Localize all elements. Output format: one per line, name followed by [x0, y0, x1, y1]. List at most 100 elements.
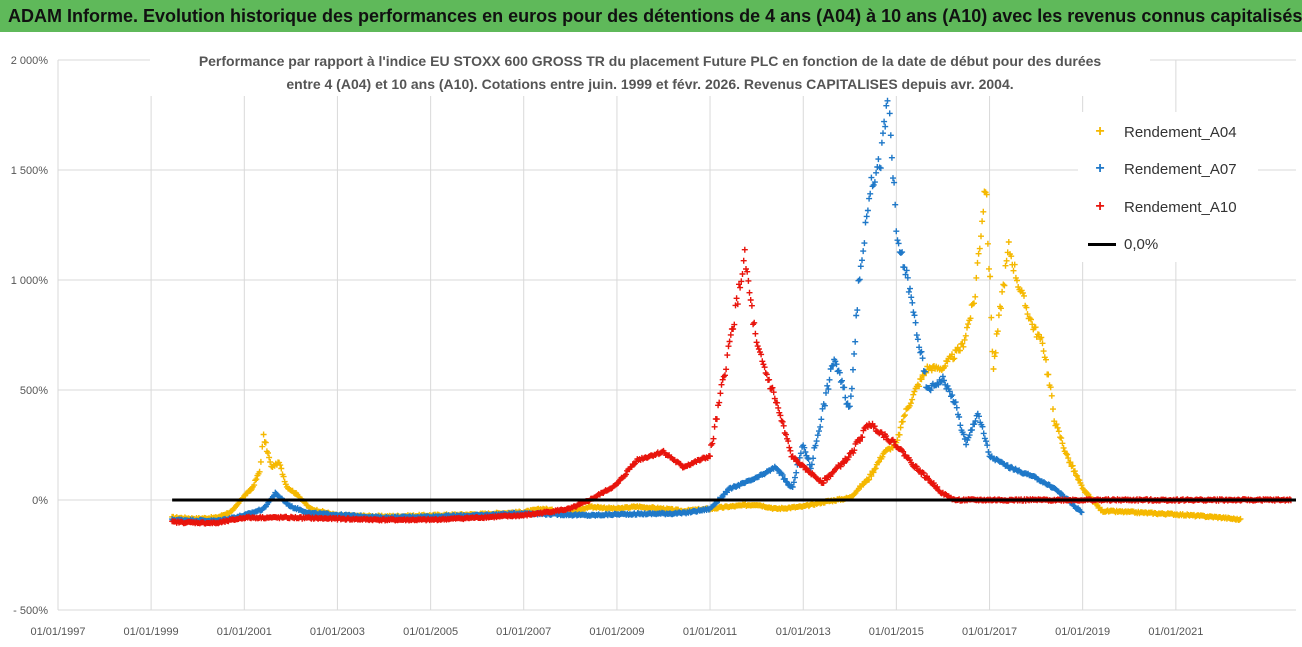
data-point	[853, 312, 860, 319]
data-point	[763, 371, 770, 378]
legend-label-a10: Rendement_A10	[1124, 198, 1237, 216]
data-point	[965, 321, 972, 328]
data-point	[944, 382, 951, 389]
data-point	[971, 300, 977, 307]
data-point	[949, 392, 956, 399]
y-tick-label: - 500%	[13, 605, 48, 617]
data-point	[897, 250, 904, 256]
data-point	[825, 386, 832, 393]
data-point	[266, 454, 273, 461]
data-point	[623, 471, 629, 478]
y-tick-label: 1 500%	[11, 165, 49, 177]
data-point	[1043, 356, 1049, 363]
data-point	[980, 430, 987, 437]
data-point	[917, 349, 924, 356]
data-point	[944, 358, 951, 365]
data-point	[900, 413, 907, 420]
data-point	[774, 466, 781, 472]
data-point	[872, 465, 879, 472]
data-point	[818, 416, 825, 423]
data-point	[888, 154, 895, 161]
data-point	[827, 366, 834, 372]
data-point	[252, 477, 259, 484]
data-point	[907, 400, 914, 407]
data-point	[985, 449, 992, 455]
data-point	[1084, 490, 1091, 497]
data-point	[897, 424, 904, 431]
data-point	[896, 431, 903, 438]
data-point	[786, 444, 793, 451]
data-point	[959, 340, 966, 347]
data-point	[866, 476, 873, 483]
data-point	[1005, 239, 1012, 245]
data-point	[874, 459, 881, 466]
data-point	[961, 336, 968, 343]
data-point	[972, 418, 979, 424]
data-point	[946, 388, 953, 395]
data-point	[1069, 462, 1076, 469]
data-point	[1237, 515, 1244, 522]
legend-item-a10: + Rendement_A10	[1088, 197, 1237, 217]
data-point	[740, 257, 747, 264]
data-point	[717, 390, 724, 397]
data-point	[759, 358, 766, 365]
data-point	[800, 462, 807, 469]
data-point	[774, 399, 781, 406]
data-point	[909, 396, 916, 403]
data-point	[780, 422, 787, 429]
data-point	[836, 369, 843, 376]
data-point	[707, 453, 713, 460]
x-tick-label: 01/01/2007	[496, 626, 551, 638]
data-point	[731, 321, 738, 328]
data-point	[918, 348, 925, 355]
data-point	[1060, 444, 1067, 451]
data-point	[777, 412, 784, 419]
data-point	[1045, 371, 1052, 378]
data-point	[1028, 316, 1034, 323]
data-point	[1003, 257, 1010, 264]
data-point	[775, 404, 782, 411]
data-point	[876, 164, 883, 171]
data-point	[920, 470, 927, 476]
data-point	[900, 448, 907, 455]
data-point	[899, 418, 906, 425]
data-point	[711, 423, 718, 430]
data-point	[864, 207, 871, 214]
data-point	[1050, 406, 1056, 413]
data-point	[893, 228, 900, 235]
data-point	[984, 442, 991, 449]
data-point	[863, 213, 870, 220]
x-tick-label: 01/01/2001	[217, 626, 272, 638]
data-point	[785, 438, 792, 445]
chart-title: Performance par rapport à l'indice EU ST…	[150, 50, 1150, 96]
data-point	[960, 431, 967, 438]
data-point	[747, 297, 754, 303]
data-point	[724, 489, 730, 496]
data-point	[720, 373, 727, 380]
data-point	[868, 473, 875, 480]
data-point	[907, 285, 913, 292]
data-point	[832, 358, 839, 365]
data-point	[895, 240, 902, 247]
data-point	[752, 330, 759, 337]
data-point	[727, 331, 734, 338]
legend: + Rendement_A04 + Rendement_A07 + Rendem…	[1078, 112, 1258, 262]
y-tick-label: 1 000%	[11, 275, 49, 287]
data-point	[730, 326, 737, 332]
data-point	[909, 299, 916, 306]
data-point	[754, 343, 761, 350]
data-point	[857, 263, 864, 270]
x-tick-label: 01/01/2021	[1148, 626, 1203, 638]
data-point	[709, 440, 716, 447]
data-point	[960, 343, 967, 350]
data-point	[1073, 472, 1079, 479]
data-point	[1236, 516, 1243, 523]
data-point	[884, 97, 891, 104]
data-point	[941, 377, 947, 384]
data-point	[916, 383, 923, 390]
data-point	[856, 276, 863, 283]
data-point	[1029, 321, 1036, 328]
data-point	[989, 348, 996, 355]
data-point	[914, 336, 921, 343]
data-point	[723, 366, 730, 373]
